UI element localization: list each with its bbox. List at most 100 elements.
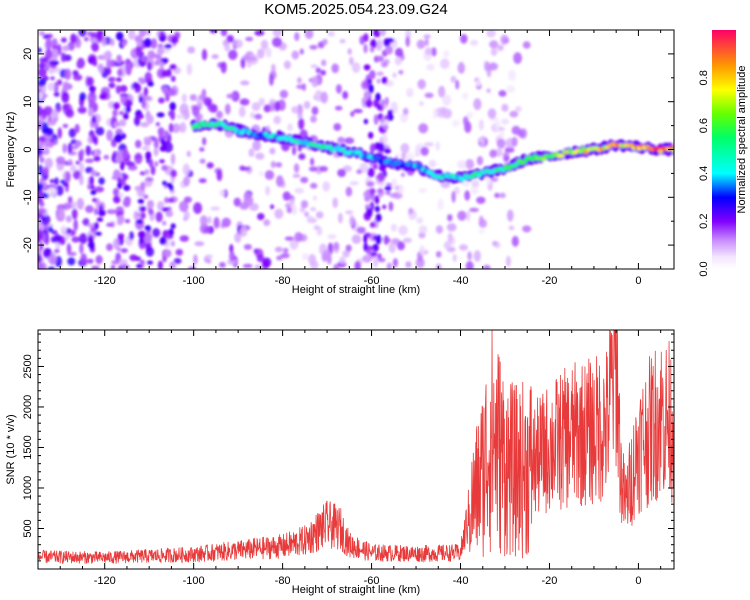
noise-blob xyxy=(369,221,376,228)
noise-blob xyxy=(370,39,377,49)
noise-blob xyxy=(158,97,165,104)
noise-blob xyxy=(397,184,404,195)
noise-blob xyxy=(175,114,186,119)
noise-blob xyxy=(440,180,451,189)
noise-blob xyxy=(203,97,213,106)
noise-blob xyxy=(363,43,368,54)
noise-blob xyxy=(106,243,113,251)
noise-blob xyxy=(376,78,381,84)
ridge-core xyxy=(327,144,333,149)
noise-blob xyxy=(282,247,289,254)
noise-blob xyxy=(296,84,306,90)
noise-blob xyxy=(483,264,491,269)
noise-blob xyxy=(377,257,386,263)
noise-blob xyxy=(71,236,81,243)
noise-blob xyxy=(117,233,125,240)
noise-blob xyxy=(385,45,393,55)
noise-blob xyxy=(164,130,169,141)
noise-blob xyxy=(243,244,252,250)
noise-blob xyxy=(47,266,55,269)
noise-blob xyxy=(366,208,373,217)
noise-blob xyxy=(44,157,53,169)
noise-blob xyxy=(79,233,88,245)
noise-blob xyxy=(391,178,398,190)
noise-blob xyxy=(38,190,43,199)
noise-blob xyxy=(106,67,112,76)
noise-blob xyxy=(344,137,355,144)
noise-blob xyxy=(74,123,80,134)
noise-blob xyxy=(161,164,169,171)
noise-blob xyxy=(89,241,95,250)
noise-blob xyxy=(116,54,123,64)
noise-blob xyxy=(304,211,309,217)
noise-blob xyxy=(377,172,386,182)
noise-blob xyxy=(368,84,374,94)
noise-blob xyxy=(375,213,382,222)
noise-blob xyxy=(308,254,317,266)
noise-blob xyxy=(134,83,142,93)
noise-blob xyxy=(291,50,300,60)
noise-blob xyxy=(333,123,342,131)
noise-blob xyxy=(384,96,389,106)
noise-blob xyxy=(189,94,197,101)
noise-blob xyxy=(300,176,309,184)
noise-blob xyxy=(42,34,49,39)
noise-blob xyxy=(245,36,254,42)
noise-blob xyxy=(398,225,408,236)
noise-blob xyxy=(376,71,384,76)
noise-blob xyxy=(280,253,290,259)
noise-blob xyxy=(77,106,87,114)
noise-blob xyxy=(73,74,83,81)
noise-blob xyxy=(377,113,383,120)
noise-blob xyxy=(141,146,151,151)
noise-blob xyxy=(41,83,47,95)
noise-blob xyxy=(476,196,486,204)
noise-blob xyxy=(135,139,142,149)
noise-blob xyxy=(425,47,432,55)
noise-blob xyxy=(83,36,89,42)
noise-blob xyxy=(263,219,271,227)
noise-blob xyxy=(515,106,522,112)
noise-blob xyxy=(294,232,303,242)
noise-blob xyxy=(142,95,152,101)
noise-blob xyxy=(494,192,500,198)
noise-blob xyxy=(241,55,252,60)
noise-blob xyxy=(124,219,131,224)
noise-blob xyxy=(126,161,136,167)
noise-blob xyxy=(313,225,320,230)
ridge-core xyxy=(356,150,362,155)
noise-blob xyxy=(372,163,378,170)
noise-blob xyxy=(276,255,283,261)
noise-blob xyxy=(140,212,146,219)
noise-blob xyxy=(89,175,94,186)
noise-blob xyxy=(153,138,159,149)
noise-blob xyxy=(87,258,94,264)
noise-blob xyxy=(211,54,219,59)
noise-blob xyxy=(363,242,368,252)
noise-blob xyxy=(106,58,112,71)
noise-blob xyxy=(374,195,380,205)
noise-blob xyxy=(372,255,379,268)
noise-blob xyxy=(39,57,48,64)
noise-blob xyxy=(51,230,58,235)
noise-blob xyxy=(121,41,127,47)
noise-blob xyxy=(382,204,387,210)
ridge-core xyxy=(655,146,661,151)
noise-blob xyxy=(216,169,223,182)
x-tick-label: -60 xyxy=(364,275,380,287)
noise-blob xyxy=(226,35,234,43)
noise-blob xyxy=(167,197,175,203)
noise-blob xyxy=(48,69,55,75)
noise-blob xyxy=(390,223,397,232)
noise-blob xyxy=(147,260,153,265)
noise-blob xyxy=(447,214,453,222)
noise-blob xyxy=(38,105,43,117)
noise-blob xyxy=(76,59,83,69)
noise-blob xyxy=(505,255,511,267)
y-axis-title: SNR (10 * v/v) xyxy=(5,414,17,484)
noise-blob xyxy=(107,76,116,83)
noise-blob xyxy=(106,209,117,215)
noise-blob xyxy=(169,185,174,191)
noise-blob xyxy=(41,214,51,226)
noise-blob xyxy=(207,216,212,224)
